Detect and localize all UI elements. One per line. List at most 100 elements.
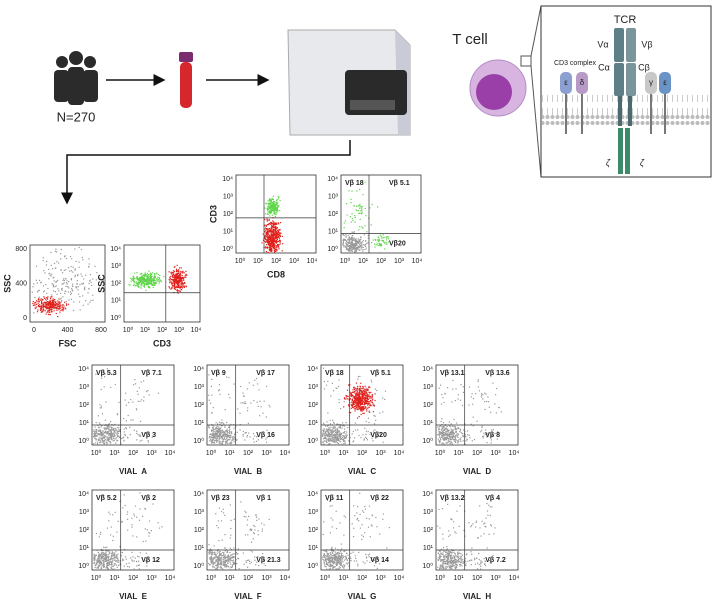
event-dot bbox=[134, 272, 136, 274]
event-dot bbox=[340, 441, 342, 443]
event-dot bbox=[181, 276, 183, 278]
event-dot bbox=[139, 492, 141, 494]
event-dot bbox=[98, 439, 100, 441]
event-dot bbox=[122, 558, 124, 560]
event-dot bbox=[107, 561, 109, 563]
event-dot bbox=[267, 211, 269, 213]
event-dot bbox=[145, 280, 147, 282]
event-dot bbox=[438, 431, 440, 433]
event-dot bbox=[223, 434, 225, 437]
event-dot bbox=[222, 564, 224, 566]
event-dot bbox=[338, 431, 340, 433]
event-dot bbox=[351, 238, 353, 240]
event-dot bbox=[95, 431, 97, 433]
event-dot bbox=[361, 410, 363, 412]
event-dot bbox=[64, 255, 66, 257]
event-dot bbox=[140, 285, 142, 287]
event-dot bbox=[354, 387, 356, 389]
event-dot bbox=[276, 210, 278, 212]
event-dot bbox=[362, 395, 364, 398]
event-dot bbox=[472, 403, 474, 405]
event-dot bbox=[105, 553, 107, 555]
x-tick-label: 10⁰ bbox=[91, 574, 102, 582]
event-dot bbox=[252, 532, 255, 534]
event-dot bbox=[106, 443, 108, 446]
event-dot bbox=[98, 555, 100, 557]
event-dot bbox=[228, 431, 230, 434]
event-dot bbox=[380, 244, 383, 246]
event-dot bbox=[380, 235, 382, 238]
event-dot bbox=[113, 559, 115, 561]
event-dot bbox=[326, 441, 328, 443]
event-dot bbox=[451, 443, 453, 445]
event-dot bbox=[67, 291, 69, 293]
event-dot bbox=[117, 426, 119, 429]
event-dot bbox=[59, 306, 61, 308]
event-dot bbox=[358, 245, 360, 247]
event-dot bbox=[364, 243, 366, 245]
x-tick-label: 10¹ bbox=[338, 450, 349, 457]
event-dot bbox=[248, 432, 250, 434]
event-dot bbox=[219, 432, 221, 434]
event-dot bbox=[129, 434, 131, 436]
event-dot bbox=[338, 427, 340, 429]
event-dot bbox=[349, 397, 351, 399]
event-dot bbox=[108, 423, 110, 425]
event-dot bbox=[88, 265, 90, 268]
event-dot bbox=[277, 210, 279, 212]
event-dot bbox=[146, 279, 148, 281]
event-dot bbox=[468, 404, 470, 406]
event-dot bbox=[338, 554, 340, 556]
event-dot bbox=[100, 431, 103, 434]
event-dot bbox=[212, 427, 214, 429]
event-dot bbox=[469, 437, 471, 439]
event-dot bbox=[387, 236, 389, 238]
event-dot bbox=[65, 300, 67, 303]
event-dot bbox=[229, 547, 231, 549]
event-dot bbox=[348, 398, 350, 400]
event-dot bbox=[326, 421, 328, 423]
x-tick-label: 10² bbox=[128, 575, 139, 582]
event-dot bbox=[218, 440, 220, 442]
event-dot bbox=[185, 276, 187, 278]
event-dot bbox=[154, 275, 156, 278]
event-dot bbox=[332, 550, 334, 553]
event-dot bbox=[443, 443, 445, 445]
event-dot bbox=[447, 441, 449, 443]
event-dot bbox=[219, 552, 221, 555]
event-dot bbox=[180, 286, 182, 288]
event-dot bbox=[353, 437, 356, 439]
event-dot bbox=[250, 528, 253, 530]
event-dot bbox=[374, 243, 376, 245]
event-dot bbox=[48, 309, 50, 311]
event-dot bbox=[217, 423, 219, 425]
event-dot bbox=[265, 233, 267, 235]
event-dot bbox=[367, 388, 369, 390]
event-dot bbox=[227, 434, 229, 436]
event-dot bbox=[133, 278, 135, 281]
event-dot bbox=[350, 221, 352, 223]
event-dot bbox=[356, 408, 358, 411]
event-dot bbox=[274, 209, 276, 212]
event-dot bbox=[330, 395, 332, 397]
x-tick-label: 10¹ bbox=[253, 258, 264, 265]
event-dot bbox=[111, 432, 113, 435]
event-dot bbox=[228, 442, 230, 444]
event-dot bbox=[31, 291, 33, 293]
event-dot bbox=[484, 408, 486, 410]
event-dot bbox=[244, 510, 246, 512]
event-dot bbox=[353, 400, 355, 402]
event-dot bbox=[139, 280, 142, 283]
event-dot bbox=[223, 438, 225, 440]
event-dot bbox=[355, 242, 357, 244]
event-dot bbox=[217, 561, 219, 563]
event-dot bbox=[267, 251, 269, 254]
event-dot bbox=[217, 565, 219, 567]
event-dot bbox=[347, 427, 349, 429]
event-dot bbox=[42, 309, 44, 312]
event-dot bbox=[107, 432, 109, 435]
event-dot bbox=[260, 406, 262, 408]
event-dot bbox=[123, 565, 125, 567]
event-dot bbox=[360, 236, 362, 238]
event-dot bbox=[365, 433, 367, 435]
